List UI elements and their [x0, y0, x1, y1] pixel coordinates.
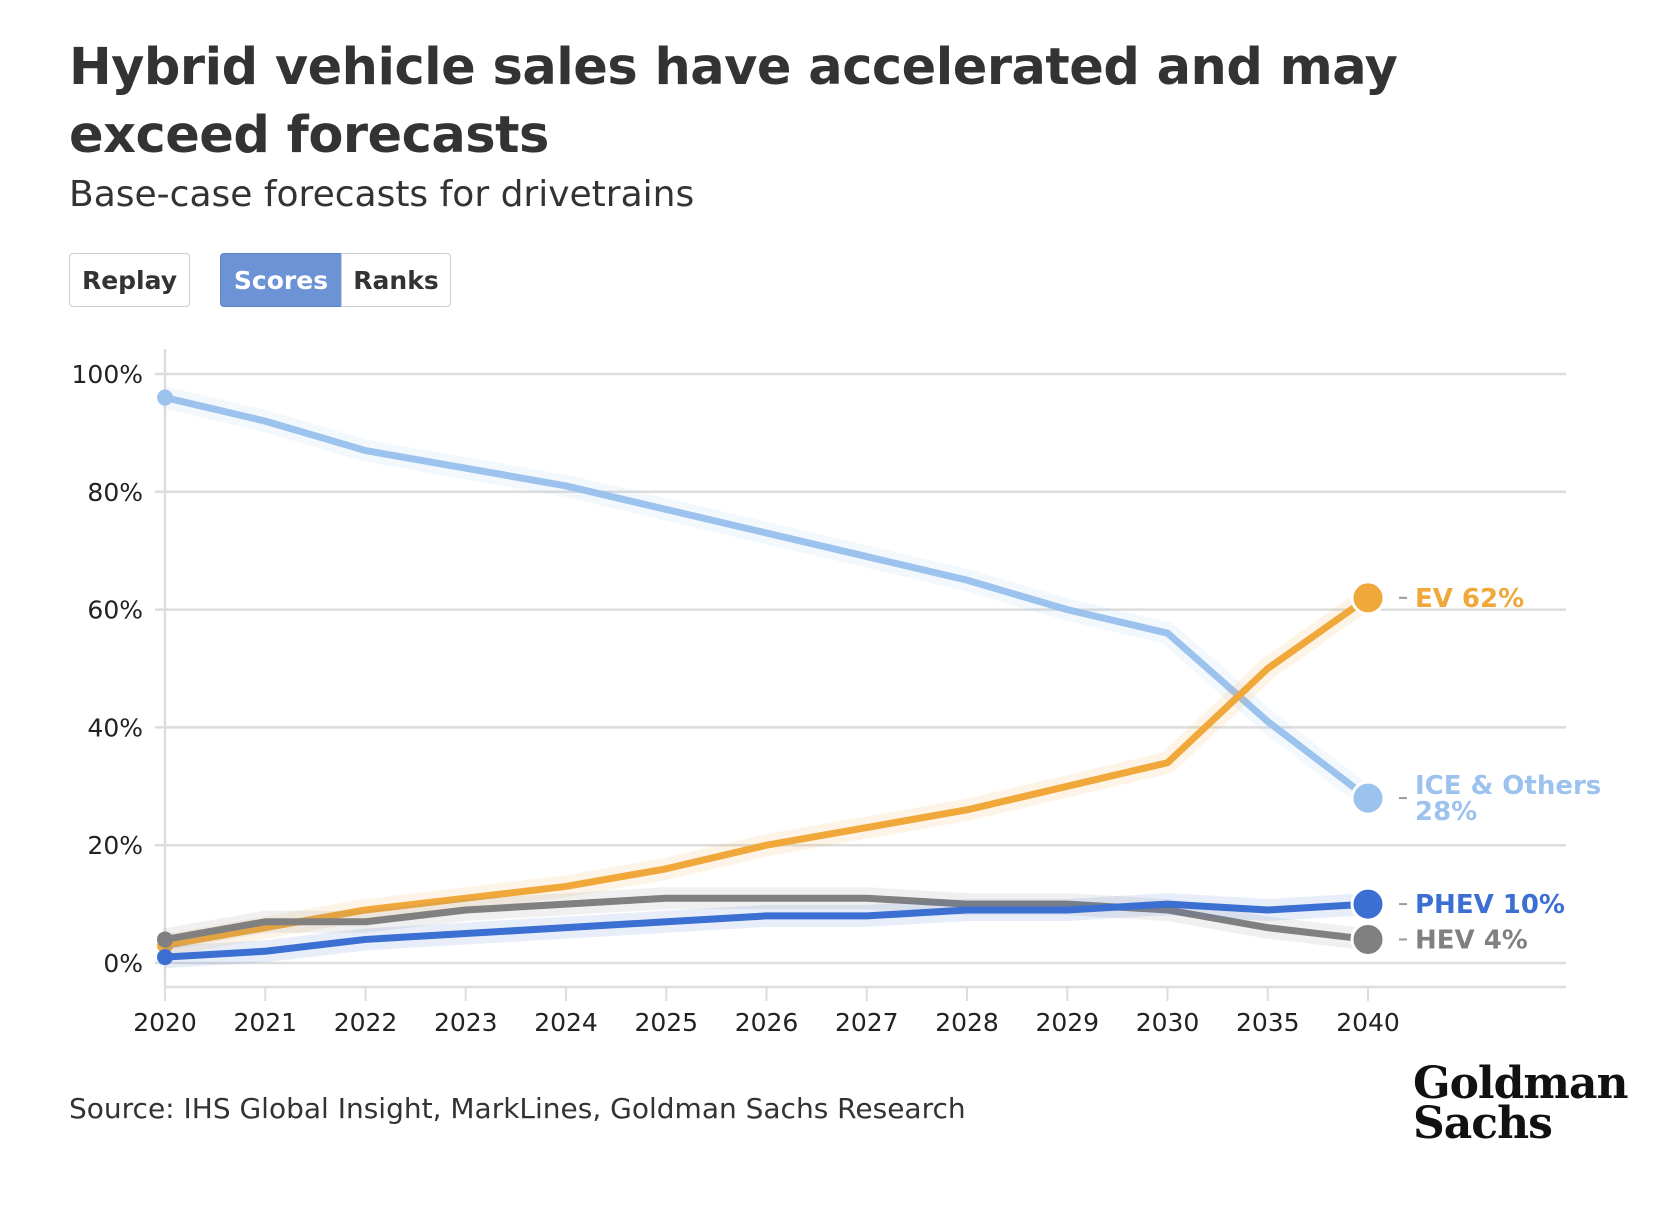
series-line-ice-others [164, 394, 1371, 801]
start-point-ice-others [157, 389, 173, 406]
replay-button[interactable]: Replay [69, 253, 190, 307]
start-point-hev [157, 931, 173, 948]
end-label-name-ice-others: ICE & Others [1415, 771, 1601, 801]
x-tick-label: 2027 [835, 1008, 899, 1037]
y-tick-label: 40% [87, 713, 143, 742]
x-tick-label: 2030 [1136, 1008, 1200, 1037]
chart-title: Hybrid vehicle sales have accelerated an… [69, 38, 1398, 165]
x-tick-label: 2022 [334, 1008, 398, 1037]
x-tick-label: 2024 [534, 1008, 598, 1037]
x-tick-label: 2023 [434, 1008, 498, 1037]
x-tick-label: 2026 [735, 1008, 799, 1037]
logo-line-2: Sachs [1413, 1098, 1553, 1149]
x-tick-label: 2040 [1336, 1008, 1400, 1037]
logo-line-1: Goldman [1413, 1058, 1628, 1109]
end-label-phev: PHEV 10% [1415, 890, 1565, 920]
x-tick-label: 2029 [1035, 1008, 1099, 1037]
end-label-ev: EV 62% [1415, 584, 1524, 614]
series-line-phev [164, 900, 1369, 961]
end-point-phev [1350, 886, 1386, 922]
x-tick-label: 2028 [935, 1008, 999, 1037]
y-tick-label: 20% [87, 831, 143, 860]
x-tick-label: 2025 [634, 1008, 698, 1037]
end-label-hev: HEV 4% [1415, 925, 1528, 955]
x-tick-label: 2020 [133, 1008, 197, 1037]
x-tick-label: 2035 [1236, 1008, 1300, 1037]
end-point-ev [1350, 580, 1386, 616]
series-line-ev [164, 594, 1371, 949]
end-label-value-ice-others: 28% [1415, 797, 1477, 827]
line-chart: 0%20%40%60%80%100% 2020 2021 2022 2023 2024 2… [72, 349, 1601, 1037]
series-line-hev [164, 894, 1369, 943]
end-point-ice-others [1350, 780, 1386, 816]
y-tick-label: 100% [72, 360, 143, 389]
chart-subtitle: Base-case forecasts for drivetrains [69, 174, 695, 215]
start-point-phev [157, 949, 173, 966]
y-tick-label: 0% [103, 949, 143, 978]
goldman-sachs-logo: Goldman Sachs [1413, 1058, 1628, 1149]
x-axis: 2020 2021 2022 2023 2024 2025 2026 2027 2028 2029… [133, 349, 1566, 1037]
series-lines [157, 386, 1386, 969]
ranks-toggle-button[interactable]: Ranks [341, 253, 451, 307]
end-point-hev [1350, 921, 1386, 957]
y-axis-ticks: 0% 20% 40% 60% 80% 100% [72, 360, 143, 978]
grid-lines [155, 372, 1566, 965]
scores-toggle-button[interactable]: Scores [220, 253, 342, 307]
y-tick-label: 80% [87, 478, 143, 507]
y-tick-label: 60% [87, 596, 143, 625]
x-tick-label: 2021 [233, 1008, 297, 1037]
source-note: Source: IHS Global Insight, MarkLines, G… [69, 1092, 966, 1125]
